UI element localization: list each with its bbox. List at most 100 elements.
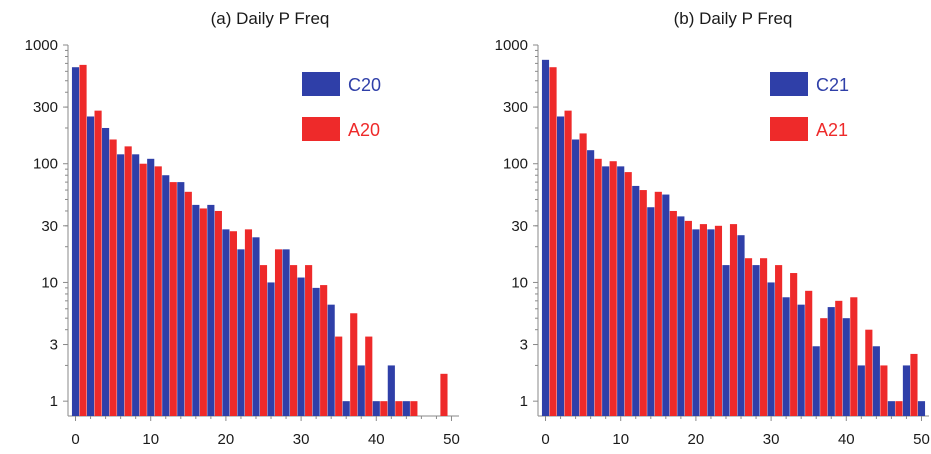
bar-A21 (729, 224, 738, 416)
bar-A21 (609, 161, 617, 416)
y-tick-label: 10 (41, 274, 58, 291)
bar-A21 (564, 110, 572, 416)
legend-label-C21: C21 (816, 75, 849, 95)
bar-A20 (274, 249, 283, 416)
legend-swatch-A20 (302, 117, 340, 141)
bar-C20 (372, 401, 380, 416)
bar-A21 (669, 210, 677, 416)
bar-C20 (327, 304, 335, 416)
y-tick-label: 3 (520, 337, 528, 354)
bar-C21 (692, 229, 700, 416)
bar-C21 (617, 166, 625, 416)
bar-C21 (677, 216, 685, 416)
bar-C21 (541, 59, 550, 416)
bar-A20 (124, 146, 132, 416)
bar-C20 (387, 365, 395, 416)
bar-C21 (857, 365, 865, 416)
bar-A21 (744, 258, 753, 416)
y-tick-label: 1 (50, 393, 58, 410)
bar-A20 (214, 210, 222, 416)
bar-C21 (797, 304, 805, 416)
bar-C21 (812, 346, 820, 416)
bar-C21 (722, 265, 730, 416)
bar-A20 (290, 265, 298, 416)
x-tick-label: 20 (218, 431, 235, 448)
y-tick-label: 3 (50, 337, 58, 354)
bar-A21 (699, 224, 707, 416)
bar-C21 (707, 229, 715, 416)
bar-A20 (79, 64, 87, 416)
chart-title: (b) Daily P Freq (674, 9, 793, 28)
chart-title: (a) Daily P Freq (211, 9, 330, 28)
bar-C20 (402, 401, 410, 416)
bar-C20 (86, 116, 95, 416)
chart-1: (a) Daily P Freq 1 3 10 30 100 300 1000 0 10 20 30 4… (25, 9, 460, 448)
bar-C21 (887, 401, 895, 416)
bar-A20 (169, 182, 177, 416)
bar-C21 (782, 297, 790, 416)
series-C21 (541, 59, 926, 417)
bar-A21 (775, 265, 783, 416)
x-tick-label: 10 (612, 431, 629, 448)
x-tick-label: 0 (541, 431, 549, 448)
x-tick-label: 50 (913, 431, 930, 448)
chart-2: (b) Daily P Freq 1 3 10 30 100 300 1000 0 10 20 30 4… (495, 9, 930, 448)
bar-C21 (917, 401, 926, 416)
bar-A20 (184, 191, 192, 416)
bar-A20 (244, 229, 253, 416)
bar-A20 (109, 139, 117, 417)
bar-A21 (820, 318, 828, 416)
bar-C20 (267, 282, 275, 416)
bar-C21 (767, 282, 775, 416)
y-tick-label: 300 (33, 99, 58, 116)
bar-A21 (684, 220, 692, 416)
legend-label-C20: C20 (348, 75, 381, 95)
bar-C20 (132, 154, 140, 416)
bar-A21 (835, 300, 843, 416)
bar-A21 (850, 297, 858, 416)
bar-A20 (395, 401, 403, 416)
bar-A20 (410, 401, 418, 416)
bar-A21 (760, 258, 768, 416)
bar-C21 (602, 166, 610, 416)
bar-C20 (297, 277, 305, 416)
bar-C20 (312, 287, 320, 416)
x-tick-label: 50 (443, 431, 460, 448)
x-tick-label: 40 (838, 431, 855, 448)
bar-C20 (177, 182, 185, 416)
bar-A21 (865, 329, 873, 416)
bar-C21 (587, 150, 595, 416)
bar-C21 (872, 346, 880, 416)
series-A20 (79, 64, 448, 417)
bar-A21 (639, 190, 647, 416)
bar-A21 (790, 273, 798, 416)
y-tick-label: 100 (503, 156, 528, 173)
bar-C20 (357, 365, 365, 416)
bar-A21 (714, 225, 723, 416)
x-tick-label: 0 (71, 431, 79, 448)
bar-A20 (229, 231, 237, 416)
y-tick-label: 300 (503, 99, 528, 116)
bar-C20 (162, 175, 170, 416)
bar-C20 (207, 204, 215, 416)
legend-swatch-A21 (770, 117, 808, 141)
bar-A20 (350, 313, 358, 416)
bar-A21 (654, 191, 662, 416)
y-tick-label: 100 (33, 156, 58, 173)
y-tick-label: 30 (41, 218, 58, 235)
legend-label-A20: A20 (348, 120, 380, 140)
legend-swatch-C20 (302, 72, 340, 96)
bar-A21 (624, 172, 632, 416)
bar-A20 (335, 336, 343, 416)
bar-A20 (94, 110, 102, 416)
bar-A21 (880, 365, 888, 416)
bar-A20 (305, 265, 313, 416)
bar-C20 (237, 249, 245, 416)
bar-C20 (342, 401, 350, 416)
bar-A21 (895, 401, 903, 416)
y-tick-label: 1000 (25, 37, 58, 54)
bar-A20 (365, 336, 373, 416)
legend-swatch-C21 (770, 72, 808, 96)
bar-A20 (139, 163, 147, 416)
